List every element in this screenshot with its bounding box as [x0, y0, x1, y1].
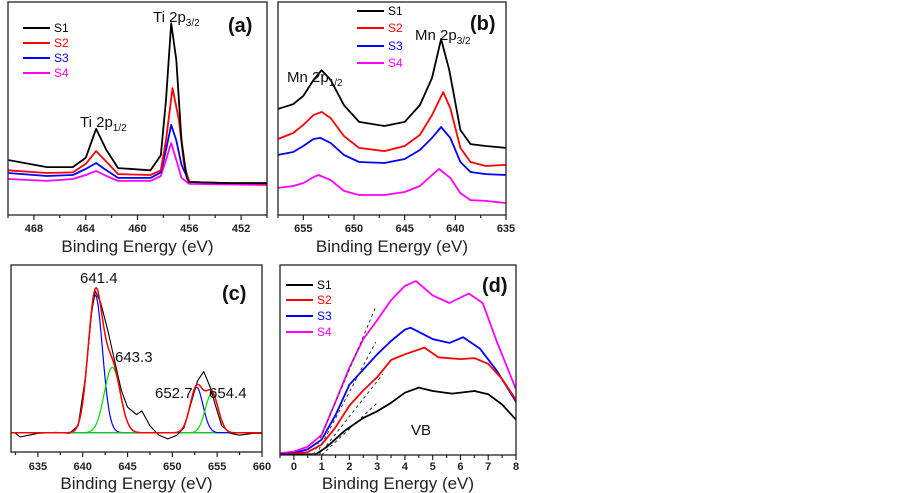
x-tick-label: 655: [208, 461, 226, 473]
x-tick-label: 468: [25, 223, 43, 235]
panel-label: (a): [228, 15, 252, 37]
series-line-s1: [8, 22, 267, 184]
peak-annotation: 643.3: [115, 349, 153, 366]
tangent-line-2: [315, 341, 377, 455]
series-line-s4: [278, 168, 506, 204]
legend-label-s2: S2: [388, 21, 403, 35]
annotation-subscript: 3/2: [457, 36, 471, 47]
x-tick-label: 635: [29, 461, 47, 473]
series-line-s2: [278, 91, 506, 167]
x-tick-label: 2: [346, 461, 352, 473]
plot-area: [278, 38, 506, 204]
series-line-s3: [280, 326, 516, 455]
panel-c: 635 640 645 650 655 660 Binding Energy (eV) (c)…: [10, 264, 271, 493]
panel-label: (c): [222, 283, 246, 305]
plot-frame: [279, 264, 517, 456]
series-line-s4: [280, 280, 516, 454]
legend-label-s2: S2: [317, 293, 332, 307]
x-tick-label: 650: [163, 461, 181, 473]
legend-label-s1: S1: [388, 4, 403, 18]
x-tick-label: 645: [118, 461, 136, 473]
legend-label-s2: S2: [54, 36, 69, 50]
x-tick-label: 6: [457, 461, 463, 473]
x-tick-label: 640: [446, 223, 464, 235]
annotation-subscript: 3/2: [186, 18, 200, 29]
x-tick-label: 7: [485, 461, 491, 473]
annotation-subscript: 1/2: [113, 123, 127, 134]
legend-label-s1: S1: [317, 278, 332, 292]
x-axis-title: Binding Energy (eV): [316, 237, 468, 256]
x-axis-title: Binding Energy (eV): [60, 474, 212, 493]
series-line-s2: [280, 346, 516, 455]
x-tick-label: 0: [291, 461, 297, 473]
panel-b: 655 650 645 640 635 Binding Energy (eV) (b) S1 S…: [277, 1, 515, 256]
x-tick-label: 8: [513, 461, 519, 473]
annotation-main: Ti 2p: [153, 9, 186, 26]
tangent-line-4: [321, 402, 378, 455]
panel-label: (d): [482, 275, 508, 297]
x-tick-label: 456: [180, 223, 198, 235]
series-line-s3: [278, 126, 506, 176]
fit-envelope: [11, 287, 262, 434]
legend-label-s3: S3: [388, 39, 403, 53]
x-tick-label: 635: [497, 223, 515, 235]
annotation-main: Mn 2p: [287, 69, 329, 86]
plot-area: [280, 280, 516, 455]
x-tick-label: 660: [253, 461, 271, 473]
annotation-main: Mn 2p: [415, 27, 457, 44]
series-line-s1: [280, 386, 516, 455]
x-tick-label: 4: [402, 461, 409, 473]
x-tick-label: 5: [430, 461, 436, 473]
x-tick-label: 452: [232, 223, 250, 235]
x-tick-label: 645: [395, 223, 413, 235]
plot-area: [8, 22, 267, 186]
peak-annotation: VB: [411, 422, 431, 439]
annotation-subscript: 1/2: [329, 78, 343, 89]
legend-label-s4: S4: [317, 325, 332, 339]
peak-annotation: 654.4: [209, 385, 247, 402]
series-line-s4: [8, 142, 267, 186]
plot-frame: [10, 264, 263, 453]
peak-annotation: 652.7: [155, 385, 193, 402]
plot-frame: [277, 1, 507, 216]
x-tick-label: 3: [374, 461, 380, 473]
x-tick-label: 650: [345, 223, 363, 235]
legend-label-s3: S3: [54, 51, 69, 65]
peak-annotation: Ti 2p3/2: [153, 9, 200, 29]
tangent-line-1: [312, 306, 377, 455]
x-tick-label: 1: [319, 461, 325, 473]
legend-label-s1: S1: [54, 21, 69, 35]
x-tick-label: 464: [77, 223, 96, 235]
plot-area: [11, 287, 262, 440]
peak-annotation: Mn 2p1/2: [287, 69, 343, 89]
tangent-line-3: [318, 373, 384, 455]
peak-annotation: 641.4: [80, 270, 118, 287]
x-axis-title: Binding Energy (eV): [322, 474, 474, 493]
x-tick-label: 640: [74, 461, 92, 473]
x-tick-label: 460: [128, 223, 146, 235]
series-line-s1: [278, 38, 506, 149]
x-axis-title: Binding Energy (eV): [61, 237, 213, 256]
x-tick-label: 655: [294, 223, 312, 235]
panel-label: (b): [470, 13, 496, 35]
legend-label-s3: S3: [317, 309, 332, 323]
peak-annotation: Ti 2p1/2: [80, 114, 127, 134]
legend-label-s4: S4: [388, 56, 403, 70]
peak-annotation: Mn 2p3/2: [415, 27, 471, 47]
legend-label-s4: S4: [54, 66, 69, 80]
annotation-main: Ti 2p: [80, 114, 113, 131]
